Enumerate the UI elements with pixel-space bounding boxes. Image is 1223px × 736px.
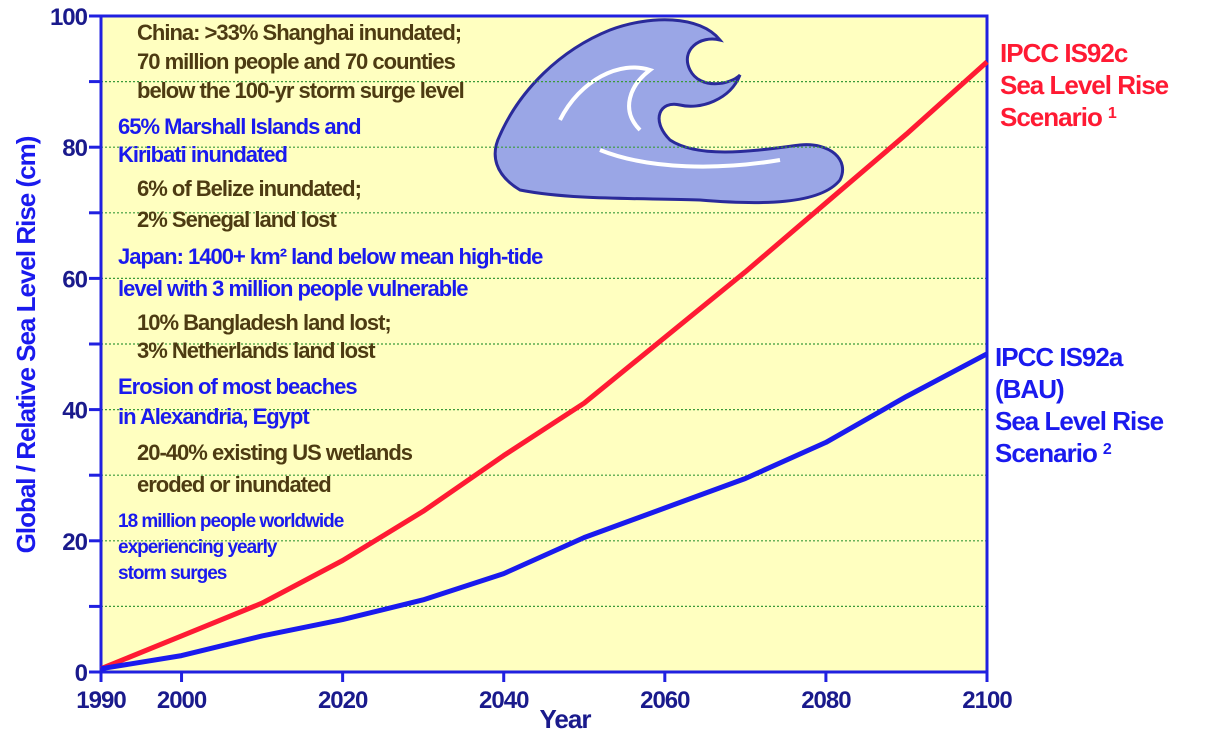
- y-tick-label: 40: [62, 398, 87, 425]
- annotation: 2% Senegal land lost: [137, 207, 338, 232]
- annotation: below the 100-yr storm surge level: [137, 78, 464, 103]
- annotation: China: >33% Shanghai inundated;: [137, 20, 461, 45]
- series-label-line: Sea Level Rise: [995, 406, 1169, 436]
- series-line: [100, 351, 989, 672]
- annotation: 6% of Belize inundated;: [137, 176, 361, 201]
- x-tick-label: 2080: [801, 687, 851, 714]
- plot-frame: [99, 14, 989, 674]
- annotation: 20-40% existing US wetlands: [137, 440, 413, 465]
- y-tick-label: 20: [62, 529, 87, 556]
- series-label-line: IPCC IS92c: [1000, 38, 1134, 68]
- series-label-line: Sea Level Rise: [1000, 70, 1174, 100]
- y-tick-label: 0: [75, 660, 88, 687]
- series-label-line: (BAU): [995, 374, 1070, 404]
- y-axis-label: Global / Relative Sea Level Rise (cm): [11, 136, 41, 553]
- x-tick-label: 2000: [157, 687, 207, 714]
- y-tick-label: 60: [62, 266, 87, 293]
- annotation: Japan: 1400+ km² land below mean high-ti…: [118, 244, 543, 269]
- annotation: 65% Marshall Islands and: [118, 114, 361, 139]
- x-tick-label: 2040: [479, 687, 529, 714]
- x-tick-label: 2060: [640, 687, 690, 714]
- series-label-line: IPCC IS92a: [995, 342, 1129, 372]
- annotation: experiencing yearly: [118, 537, 278, 558]
- annotation: Kiribati inundated: [118, 142, 287, 167]
- series-label: IPCC IS92c Sea Level Rise Scenario: [1000, 38, 1174, 132]
- series-footnote: 1: [1108, 105, 1117, 122]
- y-tick-label: 100: [50, 4, 88, 31]
- series-line: [100, 60, 989, 672]
- annotation: 10% Bangladesh land lost;: [137, 310, 391, 335]
- annotation: eroded or inundated: [137, 472, 331, 497]
- x-tick-label: 2020: [318, 687, 368, 714]
- annotation: 70 million people and 70 counties: [137, 49, 456, 74]
- annotation: 3% Netherlands land lost: [137, 338, 376, 363]
- x-tick-label: 1990: [76, 687, 126, 714]
- annotation: storm surges: [118, 563, 227, 584]
- annotation: Erosion of most beaches: [118, 374, 357, 399]
- x-tick-label: 2100: [962, 687, 1012, 714]
- annotation: 18 million people worldwide: [118, 511, 344, 532]
- y-tick-label: 80: [62, 135, 87, 162]
- wave-illustration: [493, 18, 844, 205]
- annotation: in Alexandria, Egypt: [118, 404, 310, 429]
- series-label-line: Scenario: [995, 438, 1097, 468]
- series-label: IPCC IS92a (BAU) Sea Level Rise Scenario: [995, 342, 1169, 468]
- series-label-line: Scenario: [1000, 102, 1102, 132]
- annotation: level with 3 million people vulnerable: [118, 276, 468, 301]
- series-footnote: 2: [1103, 441, 1112, 458]
- x-axis-label: Year: [540, 704, 592, 734]
